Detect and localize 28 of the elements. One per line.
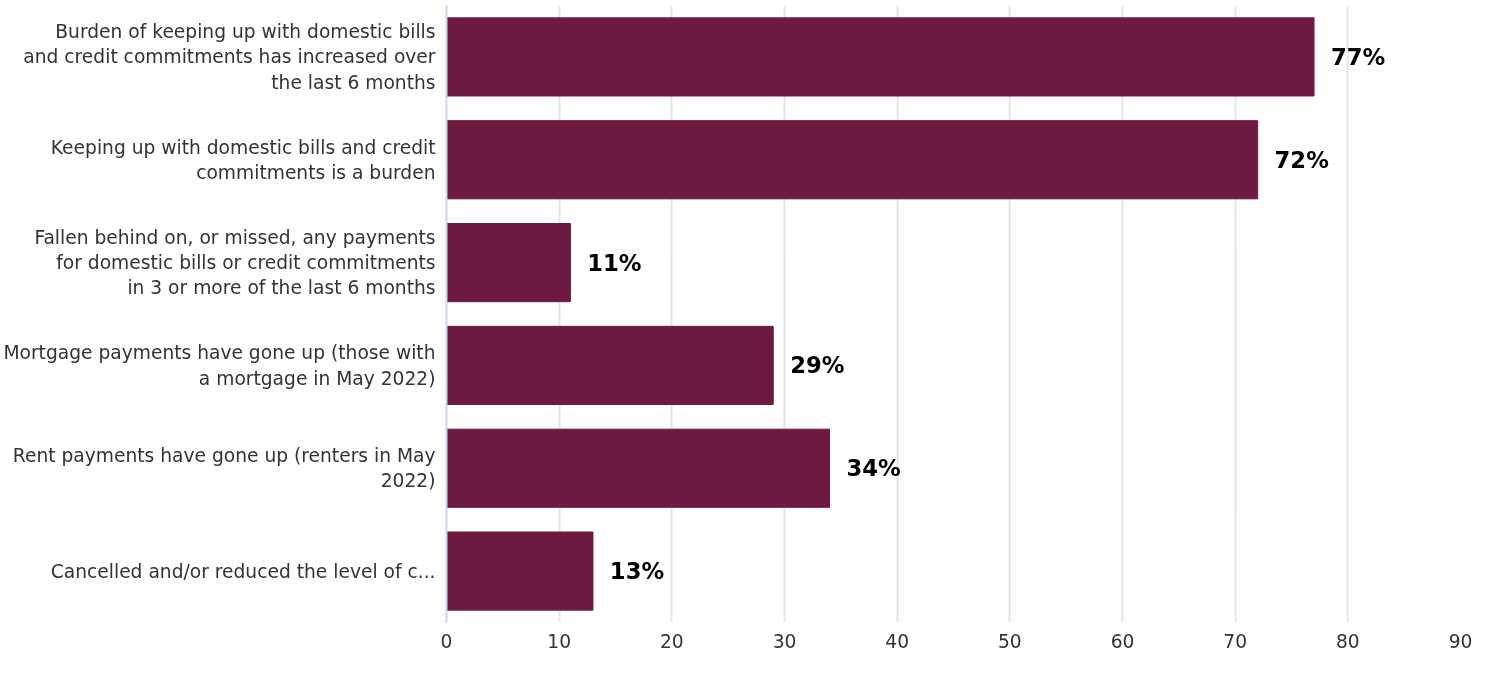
bar bbox=[446, 325, 774, 405]
data-label: 29% bbox=[790, 352, 845, 379]
bar bbox=[446, 120, 1259, 200]
bar bbox=[446, 17, 1315, 97]
x-tick-label: 70 bbox=[1223, 630, 1248, 652]
data-label: 72% bbox=[1274, 146, 1329, 173]
data-label: 13% bbox=[609, 558, 665, 585]
x-tick-label: 20 bbox=[659, 630, 684, 652]
data-label: 77% bbox=[1330, 43, 1386, 70]
x-tick-label: 40 bbox=[885, 630, 910, 652]
bar bbox=[446, 531, 594, 611]
y-tick-label: Burden of keeping up with domestic bills and credit commitments has increased over the last 6 months bbox=[23, 21, 436, 93]
data-label: 11% bbox=[587, 249, 642, 276]
bar bbox=[446, 223, 571, 303]
x-tick-label: 60 bbox=[1110, 630, 1135, 652]
bar bbox=[446, 428, 831, 508]
x-tick-label: 80 bbox=[1335, 630, 1360, 652]
y-tick-label: Keeping up with domestic bills and credit commitments is a burden bbox=[50, 136, 436, 183]
y-tick-label: Cancelled and/or reduced the level of c... bbox=[50, 560, 436, 582]
x-tick-label: 90 bbox=[1448, 630, 1473, 652]
x-tick-label: 30 bbox=[772, 630, 797, 652]
y-tick-label: Fallen behind on, or missed, any payments for domestic bills or credit commitments in 3 or more of the last 6 months bbox=[34, 226, 436, 299]
data-label: 34% bbox=[846, 455, 901, 482]
y-tick-label: Mortgage payments have gone up (those with a mortgage in May 2022) bbox=[3, 342, 436, 389]
x-tick-label: 10 bbox=[547, 630, 572, 652]
x-tick-label: 50 bbox=[997, 630, 1022, 652]
x-tick-label: 0 bbox=[440, 630, 453, 652]
y-tick-label: Rent payments have gone up (renters in May 2022) bbox=[12, 445, 436, 492]
